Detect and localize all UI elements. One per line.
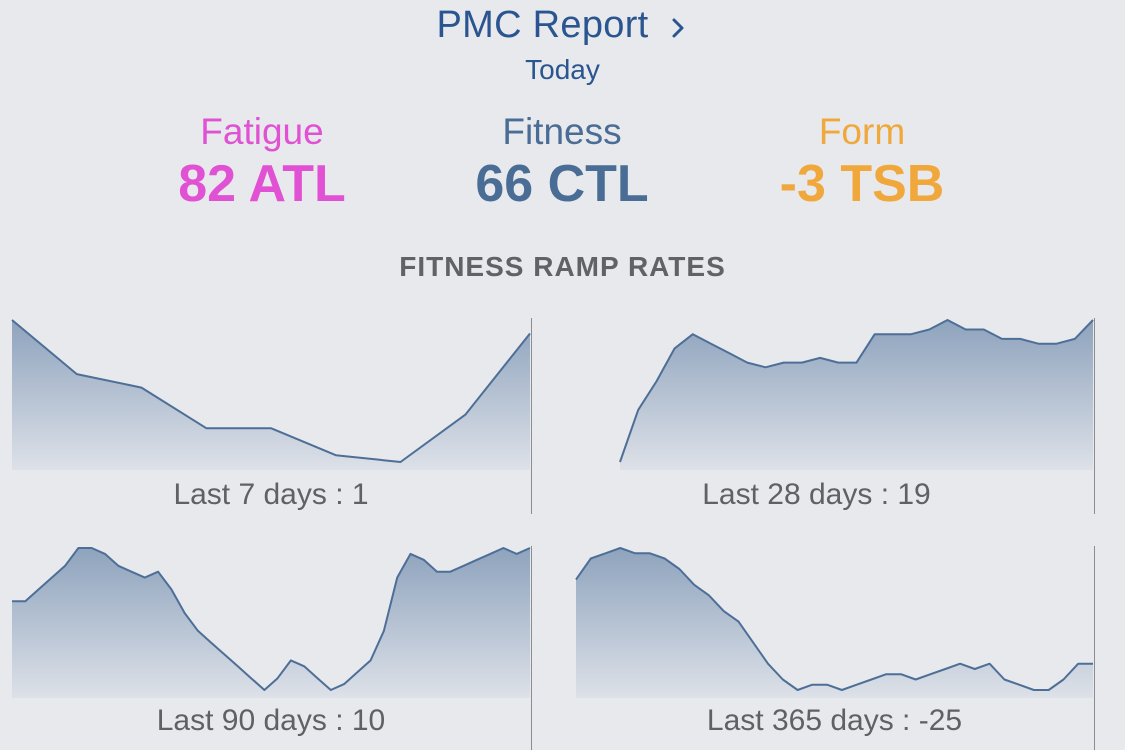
fatigue-label: Fatigue	[200, 111, 324, 152]
fitness-metric: Fitness 66 CTL	[412, 110, 712, 214]
chart-series-line	[575, 547, 1093, 691]
chart-series-line	[12, 547, 531, 691]
chart-area-fill	[12, 320, 530, 470]
ramp-chart-28-days	[619, 319, 1094, 470]
chart-area-fill	[12, 548, 530, 698]
fatigue-metric: Fatigue 82 ATL	[112, 110, 412, 214]
chart-panel-365-days: Last 365 days : -25	[575, 546, 1094, 750]
form-label: Form	[818, 111, 906, 152]
ramp-chart-90-days	[11, 547, 531, 698]
fitness-label: Fitness	[502, 111, 622, 152]
chart-area-fill	[576, 548, 1093, 698]
page-title: PMC Report	[436, 4, 649, 46]
page-subtitle: Today	[525, 54, 600, 85]
form-metric: Form -3 TSB	[712, 110, 1012, 214]
chevron-right-icon	[672, 18, 684, 37]
grid-divider-bottom	[531, 546, 532, 750]
ramp-chart-365-days	[575, 547, 1094, 698]
grid-edge-bottom-right	[1094, 546, 1095, 750]
chart-caption: Last 90 days : 10	[156, 704, 386, 737]
chart-caption: Last 28 days : 19	[702, 478, 931, 511]
grid-edge-top-right	[1094, 318, 1095, 514]
chart-area-fill	[620, 320, 1093, 470]
form-value: -3 TSB	[779, 155, 945, 213]
chart-panel-7-days: Last 7 days : 1	[11, 318, 531, 514]
ramp-chart-7-days	[11, 319, 531, 470]
pmc-report-link[interactable]: PMC Report	[0, 4, 1125, 47]
chart-caption: Last 365 days : -25	[706, 704, 963, 737]
fitness-value: 66 CTL	[475, 155, 649, 213]
chart-panel-28-days: Last 28 days : 19	[619, 318, 1094, 514]
fatigue-value: 82 ATL	[178, 155, 346, 213]
chart-caption: Last 7 days : 1	[173, 478, 369, 511]
section-title: FITNESS RAMP RATES	[399, 251, 726, 282]
chart-panel-90-days: Last 90 days : 10	[11, 546, 531, 750]
grid-divider-top	[531, 318, 532, 514]
